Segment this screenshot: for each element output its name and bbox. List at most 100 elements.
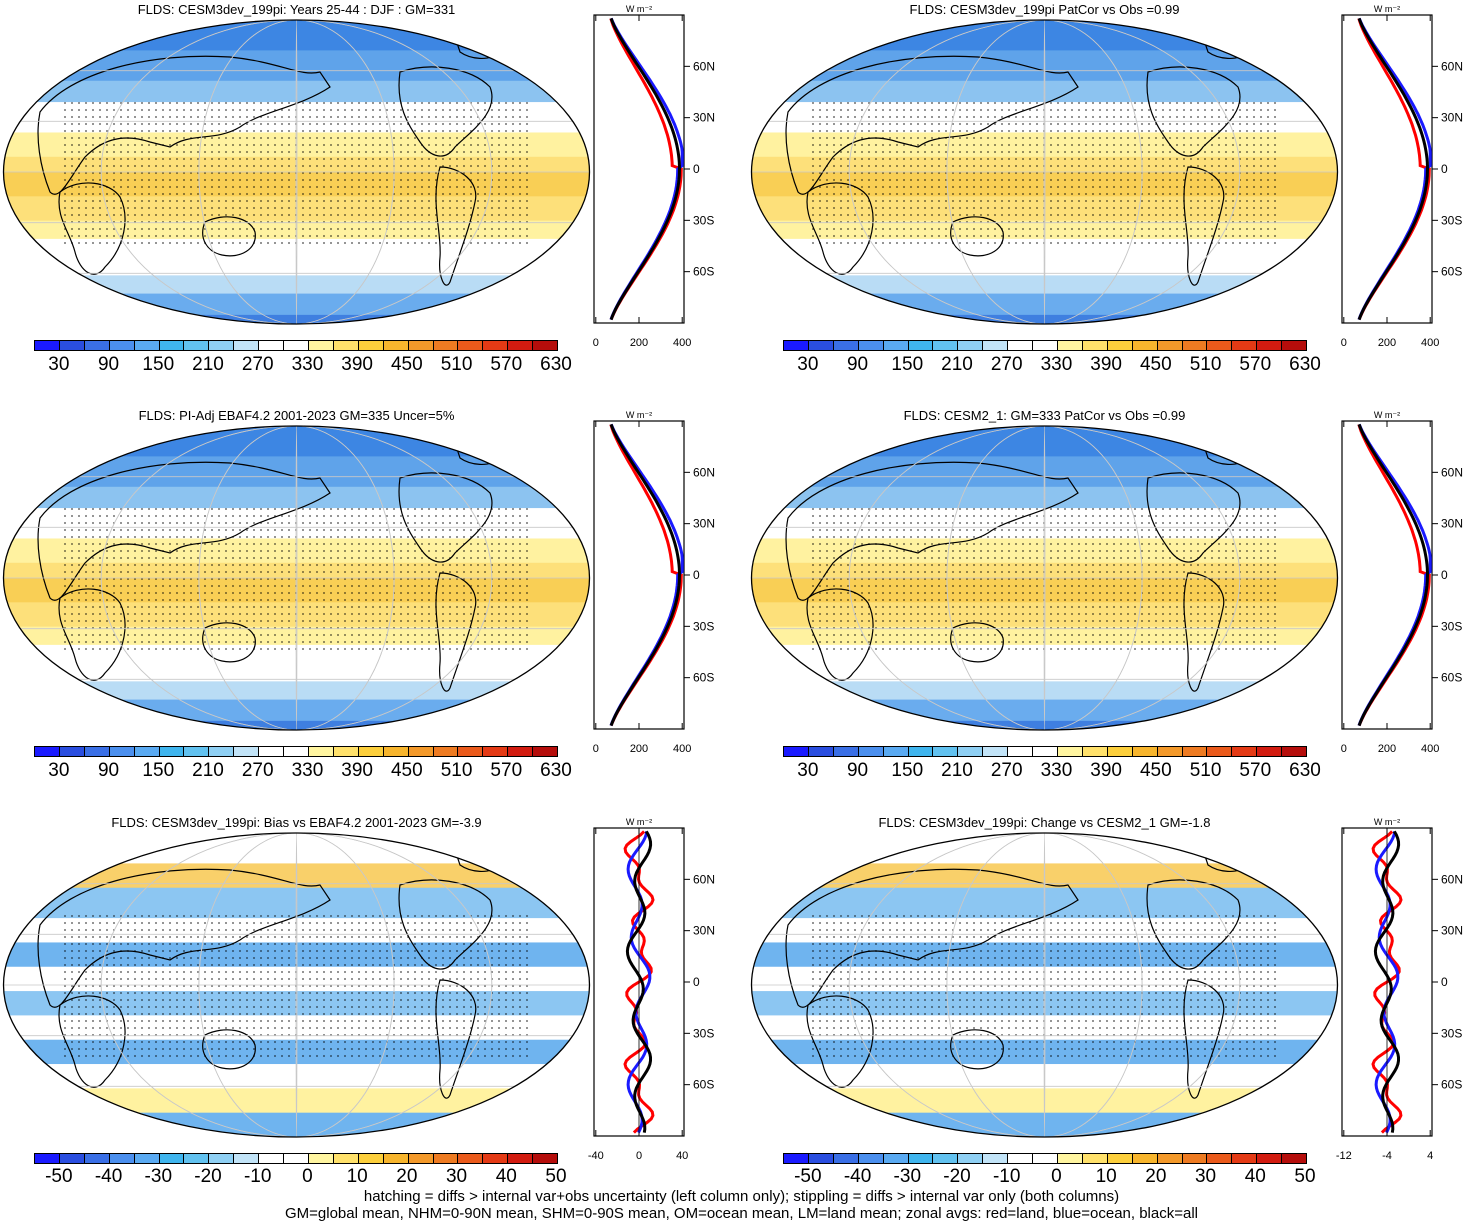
colorbar-swatch bbox=[533, 747, 558, 756]
colorbar-swatch bbox=[184, 341, 210, 350]
colorbar-swatch bbox=[483, 1154, 509, 1163]
colorbar-tick-label: 570 bbox=[490, 354, 523, 375]
field-band bbox=[3, 293, 590, 316]
zonal-ocean-line bbox=[1357, 17, 1432, 321]
zonal-all-line bbox=[609, 423, 682, 727]
colorbar-swatch bbox=[209, 747, 235, 756]
colorbar-swatch bbox=[1107, 1154, 1133, 1163]
colorbar-swatch bbox=[408, 1154, 434, 1163]
lat-tick-label: 60N bbox=[1441, 465, 1463, 479]
colorbar-swatch bbox=[433, 1154, 459, 1163]
zonal-x-tick-label: 0 bbox=[636, 1150, 642, 1162]
field-band bbox=[751, 669, 1338, 683]
colorbar-swatch bbox=[1282, 341, 1307, 350]
colorbar-swatch bbox=[958, 747, 984, 756]
colorbar-tick-label: 510 bbox=[1189, 354, 1222, 375]
colorbar bbox=[783, 746, 1307, 757]
colorbar-tick-label: 40 bbox=[495, 1166, 517, 1187]
colorbar-swatch bbox=[59, 341, 85, 350]
colorbar-tick-label: 0 bbox=[302, 1166, 313, 1187]
colorbar-labels: 30 90 150 210 270 330 390 450 510 570 630 bbox=[34, 760, 572, 782]
colorbar-tick-label: 210 bbox=[192, 760, 224, 781]
colorbar-tick-label: -20 bbox=[194, 1166, 222, 1187]
zonal-x-tick-label: 0 bbox=[1341, 743, 1347, 755]
colorbar-swatch bbox=[383, 747, 409, 756]
colorbar-tick-label: 630 bbox=[540, 760, 572, 781]
lat-tick-label: 30S bbox=[1441, 619, 1462, 633]
colorbar-swatch bbox=[1232, 747, 1258, 756]
zonal-all-line bbox=[1373, 830, 1401, 1133]
colorbar-swatch bbox=[408, 747, 434, 756]
zonal-land-line bbox=[609, 423, 683, 727]
lat-tick-label: 30N bbox=[693, 924, 715, 938]
colorbar-swatch bbox=[109, 747, 135, 756]
colorbar-swatch bbox=[333, 1154, 359, 1163]
zonal-unit-label: W m⁻² bbox=[1374, 410, 1400, 420]
colorbar-tick-label: -50 bbox=[794, 1166, 822, 1187]
colorbar-swatch bbox=[1182, 1154, 1208, 1163]
zonal-unit-label: W m⁻² bbox=[626, 817, 652, 827]
zonal-ocean-line bbox=[1374, 831, 1400, 1134]
colorbar-swatch bbox=[284, 1154, 309, 1163]
colorbar-tick-label: 30 bbox=[445, 1166, 468, 1187]
graticule-meridian bbox=[198, 20, 395, 324]
colorbar-swatch bbox=[1157, 1154, 1183, 1163]
colorbar-tick-label: 10 bbox=[346, 1166, 368, 1187]
field-band bbox=[751, 720, 1338, 730]
colorbar-tick-label: 30 bbox=[48, 354, 70, 375]
colorbar-swatch bbox=[908, 1154, 934, 1163]
map-border bbox=[750, 425, 1339, 731]
colorbar-swatch bbox=[483, 341, 509, 350]
colorbar-swatch bbox=[1082, 341, 1108, 350]
colorbar-swatch bbox=[234, 747, 260, 756]
zonal-ocean-line bbox=[609, 423, 684, 727]
colorbar-tick-label: 330 bbox=[291, 354, 324, 375]
zonal-x-tick-label: 200 bbox=[630, 743, 648, 755]
colorbar bbox=[34, 1153, 558, 1164]
colorbar-swatch bbox=[858, 1154, 884, 1163]
field-band bbox=[751, 293, 1338, 316]
colorbar-swatch bbox=[808, 341, 834, 350]
colorbar-tick-label: 210 bbox=[941, 354, 973, 375]
zonal-x-tick-label: 400 bbox=[1421, 337, 1439, 349]
zonal-ocean-line bbox=[626, 831, 652, 1134]
zonal-frame bbox=[1341, 420, 1433, 730]
colorbar-tick-label: 90 bbox=[97, 354, 120, 375]
lat-tick-label: 60N bbox=[1441, 872, 1463, 886]
colorbar-swatch bbox=[1082, 1154, 1108, 1163]
field-band bbox=[751, 263, 1338, 277]
lat-tick-label: 60N bbox=[1441, 59, 1463, 73]
colorbar-tick-label: 30 bbox=[797, 354, 819, 375]
colorbar-tick-label: 270 bbox=[990, 354, 1023, 375]
colorbar-swatch bbox=[1157, 341, 1183, 350]
colorbar-swatch bbox=[159, 1154, 185, 1163]
zonal-mean-plot: W m⁻² 60N 30N 0 30S 60S 0 200 400 bbox=[1341, 410, 1463, 755]
colorbar-swatch bbox=[35, 1154, 60, 1163]
zonal-x-tick-label: 40 bbox=[676, 1150, 688, 1162]
colorbar-swatch bbox=[1057, 747, 1083, 756]
zonal-x-tick-label: 0 bbox=[593, 337, 599, 349]
colorbar-tick-label: 40 bbox=[1244, 1166, 1266, 1187]
colorbar-swatch bbox=[1232, 341, 1258, 350]
lat-tick-label: 0 bbox=[693, 975, 700, 989]
colorbar-swatch bbox=[84, 1154, 110, 1163]
colorbar-swatch bbox=[1008, 747, 1034, 756]
footer-line-2: GM=global mean, NHM=0-90N mean, SHM=0-90… bbox=[284, 1205, 1198, 1222]
colorbar-swatch bbox=[883, 747, 909, 756]
lat-tick-label: 60S bbox=[693, 671, 714, 685]
colorbar-swatch bbox=[209, 1154, 235, 1163]
zonal-x-tick-label: -40 bbox=[588, 1150, 604, 1162]
footer-line-1: hatching = diffs > internal var+obs unce… bbox=[363, 1188, 1120, 1205]
colorbar bbox=[34, 746, 558, 757]
panel-title: FLDS: CESM2_1: GM=333 PatCor vs Obs =0.9… bbox=[903, 408, 1186, 423]
colorbar-swatch bbox=[1282, 1154, 1307, 1163]
lat-tick-label: 0 bbox=[1441, 568, 1448, 582]
colorbar-swatch bbox=[983, 1154, 1009, 1163]
colorbar-swatch bbox=[1132, 1154, 1158, 1163]
colorbar-swatch bbox=[209, 341, 235, 350]
lat-tick-label: 60N bbox=[693, 872, 715, 886]
colorbar-swatch bbox=[184, 747, 210, 756]
colorbar-swatch bbox=[908, 747, 934, 756]
colorbar-tick-label: 450 bbox=[1139, 760, 1172, 781]
zonal-mean-plot: W m⁻² 60N 30N 0 30S 60S -12 -4 4 bbox=[1336, 817, 1463, 1162]
